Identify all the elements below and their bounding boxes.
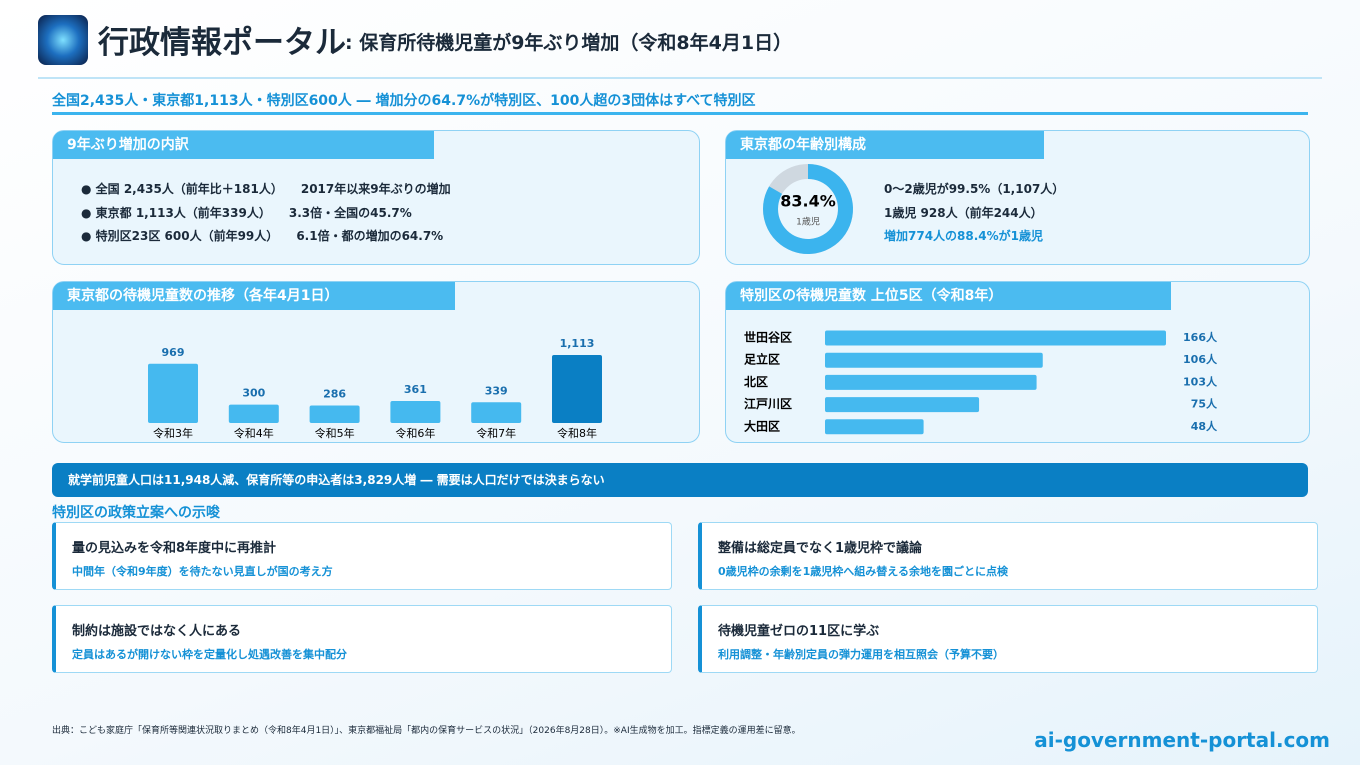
card-title: 整備は総定員でなく1歳児枠で議論	[718, 541, 923, 556]
bar	[471, 402, 522, 423]
item-note: 3.3倍・全国の45.7%	[288, 206, 412, 220]
bar-value-label: 1,113	[560, 337, 595, 350]
item-note: 2017年以来9年ぶりの増加	[300, 182, 451, 196]
item-main: 全国 2,435人（前年比＋181人）	[95, 182, 277, 196]
donut-value: 83.4%	[780, 192, 836, 211]
donut-slice	[763, 164, 853, 254]
item-main: 特別区23区 600人（前年99人）	[95, 229, 273, 243]
y-tick-label: 北区	[744, 374, 768, 389]
card-title: 量の見込みを令和8年度中に再推計	[72, 541, 277, 556]
y-tick-label: 大田区	[744, 418, 780, 433]
panel-title: 特別区の待機児童数 上位5区（令和8年）	[726, 282, 1171, 310]
headline: 全国2,435人・東京都1,113人・特別区600人 ― 増加分の64.7%が特…	[52, 93, 756, 109]
bar-value-label: 969	[162, 346, 185, 359]
x-tick-label: 令和4年	[234, 426, 274, 440]
banner: 就学前児童人口は11,948人減、保育所等の申込者は3,829人増 ― 需要は人…	[52, 463, 1308, 497]
bar-value-label: 286	[323, 388, 346, 401]
bar-value-label: 103人	[1183, 374, 1218, 388]
portal-title: 行政情報ポータル	[98, 25, 346, 61]
y-tick-label: 足立区	[744, 352, 780, 367]
card-title: 制約は施設ではなく人にある	[72, 624, 242, 639]
card: 制約は施設ではなく人にある定員はあるが開けない枠を定量化し処遇改善を集中配分	[52, 605, 672, 673]
bar	[390, 400, 441, 423]
panel-title: 東京都の待機児童数の推移（各年4月1日）	[53, 282, 455, 310]
y-tick-label: 世田谷区	[744, 330, 792, 345]
bar	[309, 405, 360, 423]
card-note: 0歳児枠の余剰を1歳児枠へ組み替える余地を園ごとに点検	[718, 565, 1008, 578]
bar	[825, 397, 980, 413]
site-url: ai-government-portal.com	[1034, 728, 1330, 752]
bar-value-label: 106人	[1183, 352, 1218, 366]
bar-value-label: 166人	[1183, 330, 1218, 344]
age-line: 0〜2歳児が99.5%（1,107人）	[884, 182, 1065, 196]
x-tick-label: 令和3年	[153, 426, 193, 440]
x-tick-label: 令和6年	[395, 426, 435, 440]
bar	[825, 374, 1037, 390]
card-title: 待機児童ゼロの11区に学ぶ	[718, 624, 880, 639]
panel-title: 東京都の年齢別構成	[726, 131, 1044, 159]
panel-title: 9年ぶり増加の内訳	[53, 131, 434, 159]
bar	[148, 363, 198, 423]
breakdown-panel: 9年ぶり増加の内訳 ● 全国 2,435人（前年比＋181人） 2017年以来9…	[52, 130, 700, 265]
bar-value-label: 48人	[1191, 419, 1218, 433]
item-main: 東京都 1,113人（前年339人）	[95, 206, 265, 220]
source-note: 出典：こども家庭庁「保育所等関連状況取りまとめ（令和8年4月1日）」、東京都福祉…	[52, 726, 801, 736]
card-note: 中間年（令和9年度）を待たない見直しが国の考え方	[72, 565, 333, 578]
x-tick-label: 令和7年	[476, 426, 516, 440]
list-item: ● 東京都 1,113人（前年339人） 3.3倍・全国の45.7%	[81, 206, 412, 220]
headline-underline	[52, 112, 1308, 115]
section-title: 特別区の政策立案への示唆	[52, 505, 220, 521]
list-item: ● 特別区23区 600人（前年99人） 6.1倍・都の増加の64.7%	[81, 229, 444, 243]
card: 待機児童ゼロの11区に学ぶ利用調整・年齢別定員の弾力運用を相互照会（予算不要）	[698, 605, 1318, 673]
list-item: ● 全国 2,435人（前年比＋181人） 2017年以来9年ぶりの増加	[81, 182, 451, 196]
divider	[38, 77, 1322, 79]
card-note: 定員はあるが開けない枠を定量化し処遇改善を集中配分	[72, 648, 347, 661]
age-line: 増加774人の88.4%が1歳児	[884, 229, 1044, 243]
bar-value-label: 339	[485, 384, 508, 397]
donut-label: 1歳児	[796, 216, 820, 228]
bar	[825, 330, 1166, 346]
bar-value-label: 300	[242, 387, 265, 400]
card: 量の見込みを令和8年度中に再推計中間年（令和9年度）を待たない見直しが国の考え方	[52, 522, 672, 590]
bar	[825, 419, 924, 435]
page-subtitle: : 保育所待機児童が9年ぶり増加（令和8年4月1日）	[345, 32, 793, 54]
bar	[552, 355, 602, 423]
x-tick-label: 令和8年	[557, 426, 597, 440]
card: 整備は総定員でなく1歳児枠で議論 0歳児枠の余剰を1歳児枠へ組み替える余地を園ごと…	[698, 522, 1318, 590]
bar	[228, 404, 279, 423]
item-note: 6.1倍・都の増加の64.7%	[296, 229, 444, 243]
x-tick-label: 令和5年	[315, 426, 355, 440]
age-line: 1歳児 928人（前年244人）	[884, 206, 1043, 220]
card-note: 利用調整・年齢別定員の弾力運用を相互照会（予算不要）	[718, 648, 1004, 661]
bar-value-label: 361	[404, 383, 427, 396]
logo-icon	[38, 15, 88, 65]
y-tick-label: 江戸川区	[744, 396, 792, 411]
bar-value-label: 75人	[1191, 397, 1218, 411]
bar	[825, 352, 1043, 368]
